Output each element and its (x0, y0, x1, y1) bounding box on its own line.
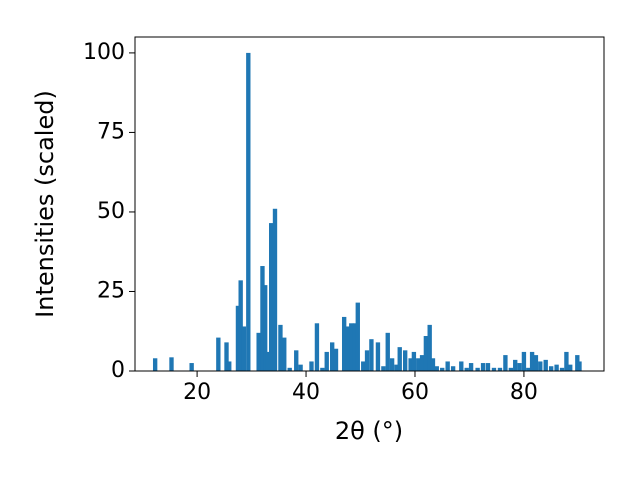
bar (548, 366, 554, 371)
bar (468, 363, 474, 371)
bar (333, 348, 339, 371)
bar (361, 361, 366, 371)
bar (364, 350, 370, 371)
bar (521, 351, 527, 371)
bar (320, 367, 325, 371)
bar (349, 323, 354, 371)
bar (345, 326, 350, 371)
bar (503, 355, 508, 371)
bar (265, 351, 271, 371)
bar (369, 339, 374, 371)
bar (526, 367, 531, 371)
bar (256, 332, 261, 371)
bar (294, 350, 299, 371)
bar (282, 337, 287, 371)
bar (568, 364, 573, 371)
y-axis-label: Intensities (scaled) (31, 90, 59, 318)
bar (241, 326, 247, 371)
bar (269, 223, 274, 371)
bar (559, 367, 565, 371)
bar (235, 305, 241, 371)
bar (445, 361, 450, 371)
bar (355, 302, 360, 371)
bar (491, 367, 497, 371)
bar (287, 367, 292, 371)
x-tick-label: 20 (183, 380, 211, 405)
bar (272, 208, 278, 371)
plot-frame (134, 36, 605, 372)
bar (385, 332, 390, 371)
bar (246, 52, 251, 372)
bar (324, 351, 329, 371)
bar (416, 358, 421, 371)
bar (352, 323, 358, 371)
bar (309, 361, 314, 371)
bar (169, 357, 174, 371)
bar (263, 285, 268, 371)
bar (394, 364, 399, 371)
bar (475, 367, 480, 371)
bar (497, 367, 503, 371)
bar (189, 363, 194, 371)
bar (434, 366, 439, 371)
bar (389, 358, 395, 371)
x-tick-label: 60 (401, 380, 429, 405)
bar (408, 358, 413, 371)
bar (517, 363, 522, 371)
bar (403, 350, 408, 371)
bar (543, 359, 548, 371)
bar (227, 361, 232, 371)
x-tick-label: 80 (510, 380, 538, 405)
y-tick-label: 100 (83, 40, 125, 65)
bar (440, 367, 445, 371)
bar (381, 366, 386, 371)
bar (260, 266, 265, 371)
bar (341, 316, 347, 371)
bar (411, 351, 417, 371)
bar (430, 358, 436, 371)
bar (427, 324, 432, 371)
bar (278, 324, 283, 371)
bar (513, 359, 518, 371)
y-tick-label: 0 (111, 358, 125, 383)
bar (529, 351, 535, 371)
bar (216, 337, 221, 371)
bar (423, 336, 429, 371)
bar (152, 358, 158, 371)
bar (238, 280, 243, 371)
y-tick-label: 50 (97, 199, 125, 224)
bar (314, 323, 320, 371)
bar (464, 367, 469, 371)
bar (330, 342, 335, 371)
bar (485, 363, 491, 371)
bar (375, 342, 381, 371)
x-tick-label: 40 (292, 380, 320, 405)
bar (450, 366, 456, 371)
bar (419, 355, 425, 371)
bar (508, 367, 514, 371)
bar (397, 347, 402, 371)
bar (554, 364, 559, 371)
bar (480, 363, 486, 371)
x-axis-label: 2θ (°) (335, 417, 403, 445)
bar (224, 342, 229, 371)
y-tick-label: 25 (97, 278, 125, 303)
bar (564, 351, 569, 371)
y-tick-label: 75 (97, 119, 125, 144)
bar (298, 364, 303, 371)
bar (538, 361, 543, 371)
bar (577, 361, 582, 371)
bar (533, 355, 539, 371)
bar (459, 361, 464, 371)
